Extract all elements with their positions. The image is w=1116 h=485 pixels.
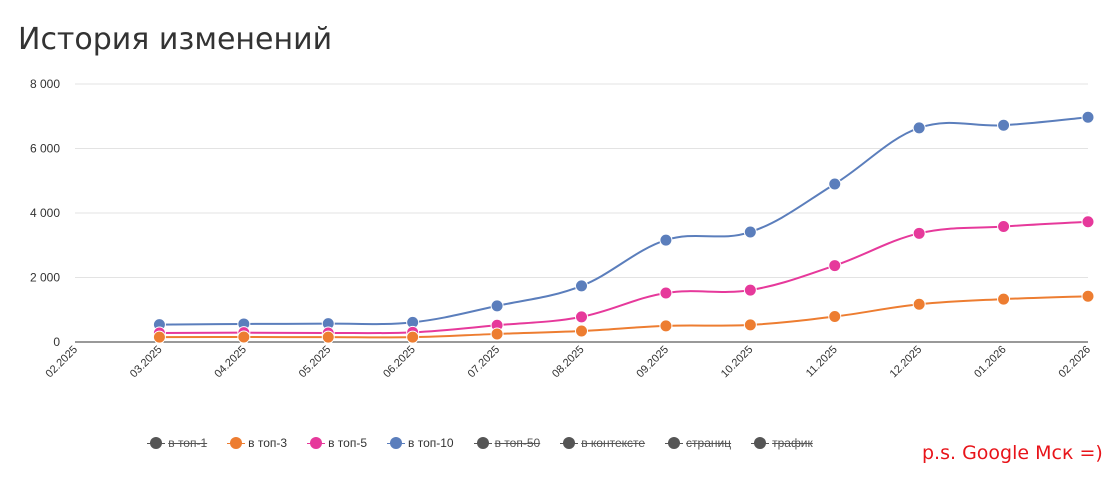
data-point[interactable] xyxy=(1081,215,1095,229)
legend-marker-icon xyxy=(147,437,166,449)
data-point[interactable] xyxy=(828,177,842,191)
legend-label: в топ-5 xyxy=(328,436,367,450)
data-point[interactable] xyxy=(575,324,588,338)
legend-label: трафик xyxy=(772,436,813,450)
data-point[interactable] xyxy=(152,330,166,344)
data-point[interactable] xyxy=(575,279,588,293)
data-point[interactable] xyxy=(490,299,504,313)
legend-marker-icon xyxy=(227,437,246,449)
series-line-в-топ-10 xyxy=(159,116,1089,326)
data-point[interactable] xyxy=(406,330,420,344)
data-point[interactable] xyxy=(321,330,335,344)
x-tick-label: 11.2025 xyxy=(804,344,840,380)
y-tick-label: 6 000 xyxy=(30,142,60,156)
legend-item[interactable]: в контексте xyxy=(560,436,645,450)
legend-label: страниц xyxy=(686,436,732,450)
legend-item[interactable]: в топ-1 xyxy=(147,436,207,450)
data-point[interactable] xyxy=(659,233,673,247)
x-tick-label: 06.2025 xyxy=(381,344,418,381)
data-point[interactable] xyxy=(997,220,1011,234)
y-tick-label: 2 000 xyxy=(30,271,60,285)
legend-marker-icon xyxy=(560,437,579,449)
y-tick-label: 8 000 xyxy=(30,77,60,91)
data-point[interactable] xyxy=(659,286,673,300)
data-point[interactable] xyxy=(743,225,757,239)
data-point[interactable] xyxy=(912,226,926,240)
legend-marker-icon xyxy=(387,437,405,449)
legend-item[interactable]: в топ-3 xyxy=(227,436,287,450)
legend-label: в топ-3 xyxy=(248,436,288,450)
x-tick-label: 07.2025 xyxy=(466,344,503,381)
legend-label: в топ-10 xyxy=(408,436,454,450)
x-tick-label: 08.2025 xyxy=(550,344,587,381)
legend-marker-icon xyxy=(307,437,326,449)
legend-marker-icon xyxy=(665,437,684,449)
legend-item[interactable]: в топ-5 xyxy=(307,436,367,450)
footnote: p.s. Google Мск =) xyxy=(922,442,1103,464)
x-tick-label: 03.2025 xyxy=(128,344,165,381)
x-tick-label: 02.2026 xyxy=(1057,344,1094,381)
legend-item[interactable]: в топ-50 xyxy=(473,436,541,450)
legend-marker-icon xyxy=(751,437,770,449)
data-point[interactable] xyxy=(575,310,588,324)
data-point[interactable] xyxy=(1081,110,1095,124)
legend-label: в топ-50 xyxy=(494,436,541,450)
data-point[interactable] xyxy=(490,327,504,341)
x-tick-label: 05.2025 xyxy=(297,344,334,381)
data-point[interactable] xyxy=(997,292,1011,306)
y-tick-label: 4 000 xyxy=(30,206,60,220)
series-line-в-топ-5 xyxy=(159,220,1089,335)
chart-title: История изменений xyxy=(18,22,333,57)
data-point[interactable] xyxy=(743,318,757,332)
legend-label: в топ-1 xyxy=(168,436,208,450)
data-point[interactable] xyxy=(1081,289,1095,303)
data-point[interactable] xyxy=(912,121,926,135)
data-point[interactable] xyxy=(912,297,926,311)
x-tick-label: 01.2026 xyxy=(972,344,1009,381)
legend-item[interactable]: трафик xyxy=(751,436,813,450)
x-tick-label: 04.2025 xyxy=(212,344,249,381)
data-point[interactable] xyxy=(828,310,842,324)
data-point[interactable] xyxy=(828,259,842,273)
x-tick-label: 09.2025 xyxy=(634,344,671,381)
y-tick-label: 0 xyxy=(53,335,60,349)
line-chart: 0 2 000 4 000 6 000 8 000 02.2025 03.2025 04.20… xyxy=(30,77,1095,381)
legend-item[interactable]: страниц xyxy=(665,436,731,450)
x-tick-label: 02.2025 xyxy=(44,344,81,381)
legend-item[interactable]: в топ-10 xyxy=(387,436,454,450)
x-tick-label: 10.2025 xyxy=(719,344,756,381)
chart-legend: в топ-1 в топ-3 в топ-5 в топ-10 в топ-50 в к… xyxy=(0,436,960,450)
legend-marker-icon xyxy=(473,437,492,449)
legend-label: в контексте xyxy=(581,436,646,450)
data-point[interactable] xyxy=(743,283,757,297)
data-point[interactable] xyxy=(659,319,673,333)
data-point[interactable] xyxy=(237,330,251,344)
x-tick-label: 12.2025 xyxy=(888,344,925,381)
series-line-в-топ-3 xyxy=(159,295,1089,339)
data-point[interactable] xyxy=(997,118,1011,132)
